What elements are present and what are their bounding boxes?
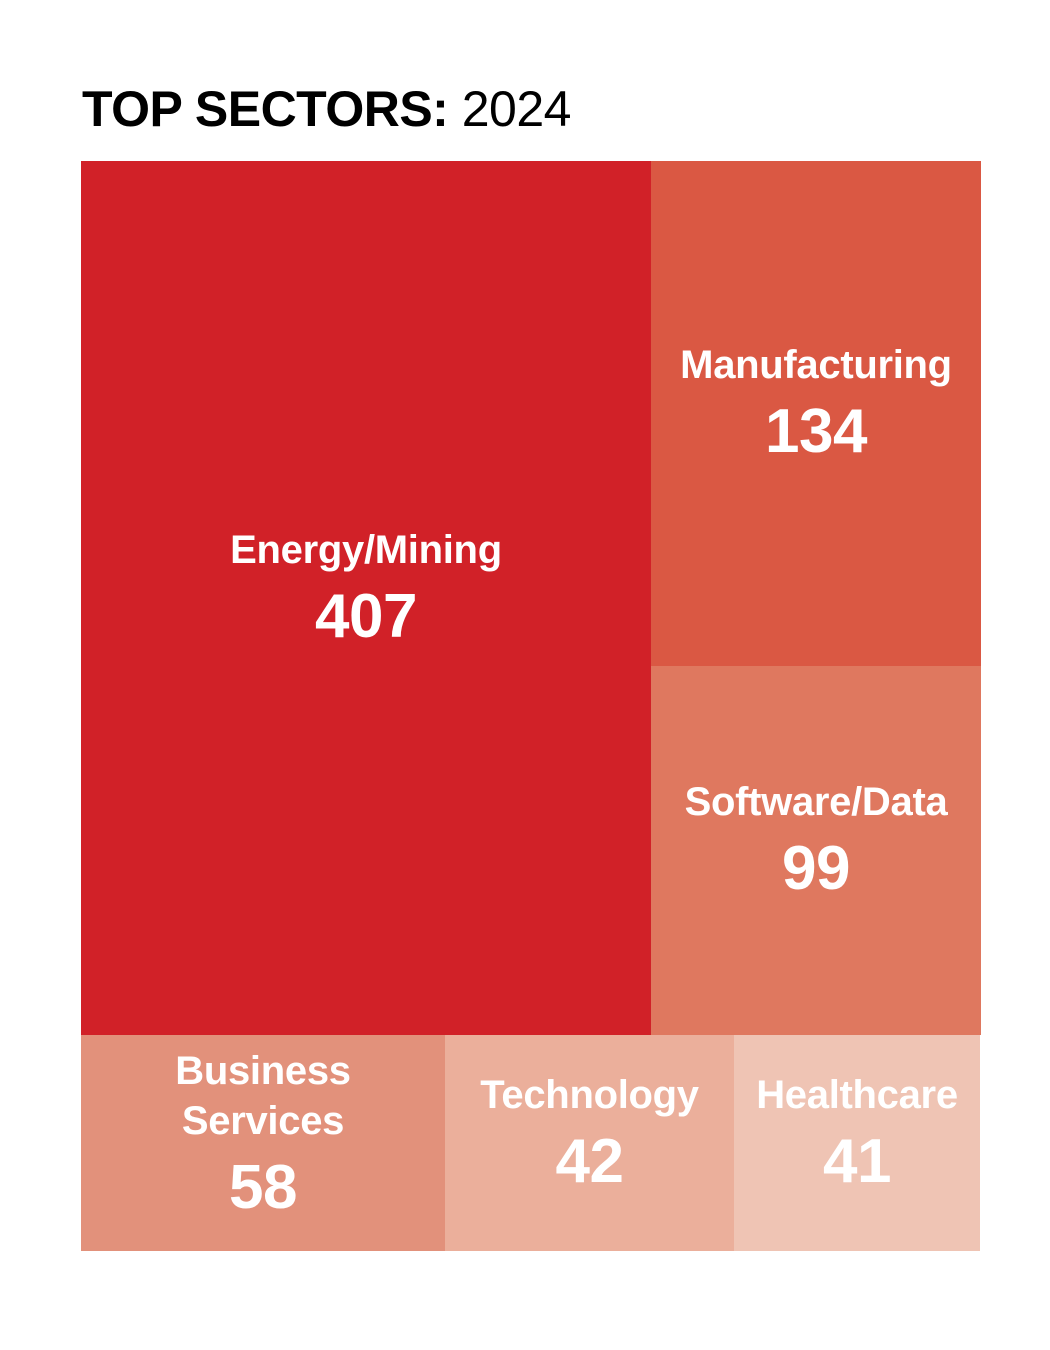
treemap-tile-content: Energy/Mining 407 xyxy=(81,525,651,655)
treemap-tile-value: 407 xyxy=(315,582,417,651)
treemap-tile-manufacturing: Manufacturing 134 xyxy=(651,161,981,666)
treemap-tile-label: Technology xyxy=(480,1073,699,1117)
treemap-tile-content: Technology 42 xyxy=(445,1070,734,1200)
treemap-tile-content: Software/Data 99 xyxy=(651,777,981,907)
chart-title: TOP SECTORS: 2024 xyxy=(82,78,571,140)
treemap-tile-label: Healthcare xyxy=(756,1073,958,1117)
treemap-tile-value: 134 xyxy=(765,397,867,466)
treemap-tile-business-services: Business Services 58 xyxy=(81,1035,445,1251)
treemap-tile-content: Healthcare 41 xyxy=(734,1070,980,1200)
chart-title-year: 2024 xyxy=(461,81,572,137)
treemap-tile-technology: Technology 42 xyxy=(445,1035,734,1251)
treemap-tile-content: Business Services 58 xyxy=(81,1046,445,1226)
treemap-tile-value: 41 xyxy=(823,1127,891,1196)
treemap-tile-label: Software/Data xyxy=(684,780,948,824)
treemap-tile-label: Energy/Mining xyxy=(230,528,502,572)
treemap-tile-label: Manufacturing xyxy=(680,343,952,387)
treemap-tile-energy-mining: Energy/Mining 407 xyxy=(81,161,651,1035)
treemap-tile-software-data: Software/Data 99 xyxy=(651,666,981,1035)
treemap-tile-label: Business Services xyxy=(175,1049,351,1143)
treemap-tile-healthcare: Healthcare 41 xyxy=(734,1035,980,1251)
treemap-tile-value: 42 xyxy=(555,1127,624,1196)
treemap-tile-value: 99 xyxy=(782,834,850,903)
treemap-tile-content: Manufacturing 134 xyxy=(651,340,981,470)
treemap-tile-value: 58 xyxy=(229,1153,297,1222)
chart-title-main: TOP SECTORS: xyxy=(82,81,449,137)
